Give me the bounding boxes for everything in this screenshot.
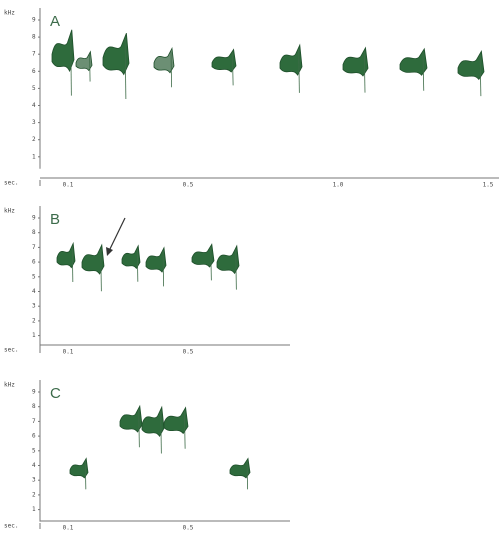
x-unit-label: sec.	[4, 523, 18, 530]
x-unit-label: sec.	[4, 180, 18, 187]
y-tick-label: 9	[32, 17, 36, 24]
y-tick-label: 9	[32, 215, 36, 222]
y-tick-label: 2	[32, 491, 36, 498]
y-tick-label: 8	[32, 403, 36, 410]
x-tick-label: 0.5	[183, 525, 194, 532]
y-tick-label: 4	[32, 288, 36, 295]
y-tick-label: 1	[32, 332, 36, 339]
panel-letter: C	[50, 385, 61, 402]
y-tick-label: 3	[32, 303, 36, 310]
y-tick-label: 3	[32, 119, 36, 126]
x-tick-label: 1.0	[333, 182, 344, 189]
x-tick-label: 0.1	[63, 349, 74, 356]
y-tick-label: 2	[32, 317, 36, 324]
syllable-trace	[72, 247, 73, 282]
y-tick-label: 7	[32, 244, 36, 251]
y-tick-label: 6	[32, 68, 36, 75]
y-tick-label: 4	[32, 102, 36, 109]
y-tick-label: 2	[32, 136, 36, 143]
y-unit-label: kHz	[4, 10, 15, 17]
x-tick-label: 0.5	[183, 182, 194, 189]
arrow	[109, 218, 125, 251]
panel-letter: B	[50, 211, 60, 228]
y-tick-label: 8	[32, 34, 36, 41]
y-tick-label: 5	[32, 85, 36, 92]
y-tick-label: 9	[32, 389, 36, 396]
arrow-head	[106, 247, 113, 256]
y-tick-label: 5	[32, 447, 36, 454]
panel-letter: A	[50, 13, 60, 30]
syllable-trace	[137, 249, 138, 282]
x-tick-label: 0.1	[63, 182, 74, 189]
y-tick-label: 7	[32, 51, 36, 58]
y-tick-label: 6	[32, 433, 36, 440]
x-tick-label: 0.1	[63, 525, 74, 532]
x-tick-label: 1.5	[483, 182, 494, 189]
x-unit-label: sec.	[4, 347, 18, 354]
y-tick-label: 5	[32, 273, 36, 280]
y-tick-label: 1	[32, 153, 36, 160]
y-tick-label: 6	[32, 259, 36, 266]
x-tick-label: 0.5	[183, 349, 194, 356]
y-tick-label: 1	[32, 506, 36, 513]
y-tick-label: 7	[32, 418, 36, 425]
syllable-trace	[85, 461, 86, 489]
y-tick-label: 4	[32, 462, 36, 469]
y-unit-label: kHz	[4, 208, 15, 215]
y-unit-label: kHz	[4, 382, 15, 389]
y-tick-label: 3	[32, 477, 36, 484]
y-tick-label: 8	[32, 229, 36, 236]
